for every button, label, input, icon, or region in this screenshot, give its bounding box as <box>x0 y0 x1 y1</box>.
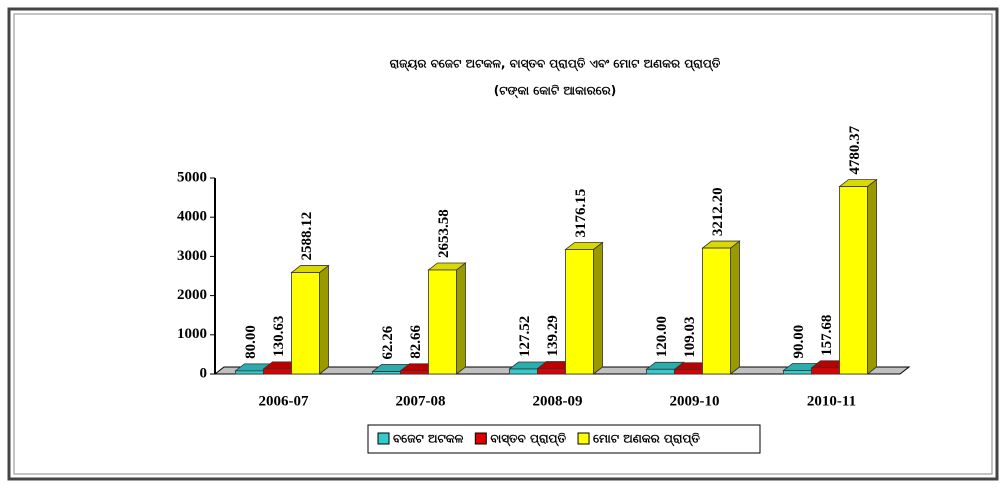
legend-swatch <box>377 432 390 445</box>
y-tick-label: 5000 <box>177 169 207 185</box>
bar <box>565 249 594 375</box>
x-tick-label: 2010-11 <box>807 393 856 409</box>
value-label: 62.26 <box>380 325 396 359</box>
x-tick-label: 2006-07 <box>259 393 309 409</box>
bar <box>537 368 566 375</box>
frame <box>7 7 999 481</box>
bar <box>291 272 320 375</box>
value-label: 82.66 <box>408 325 424 359</box>
y-tick-label: 4000 <box>177 209 207 225</box>
value-label: 80.00 <box>243 325 259 359</box>
bar <box>372 371 401 375</box>
bar-side <box>730 240 740 375</box>
legend-label: ବଜେଟ ଅଟକଳ <box>393 432 464 446</box>
legend-label: ବାସ୍ତବ ପ୍ରାପ୍ତି <box>490 432 566 447</box>
value-label: 2588.12 <box>299 212 315 261</box>
bar-side <box>593 241 603 375</box>
x-tick-label: 2009-10 <box>670 393 720 409</box>
x-tick-label: 2007-08 <box>396 393 446 409</box>
y-tick-label: 2000 <box>177 287 207 303</box>
bar <box>811 367 840 375</box>
bar <box>235 370 264 375</box>
bar-side <box>867 178 877 375</box>
bar <box>400 370 429 375</box>
bar <box>263 368 292 375</box>
value-label: 3212.20 <box>710 187 726 236</box>
bar-side <box>319 264 329 375</box>
value-label: 120.00 <box>654 316 670 357</box>
value-label: 127.52 <box>517 316 533 357</box>
value-label: 3176.15 <box>573 189 589 238</box>
legend-label: ମୋଟ ଅଣକର ପ୍ରାପ୍ତି <box>593 432 700 447</box>
value-label: 157.68 <box>819 315 835 356</box>
bar <box>509 368 538 375</box>
legend-swatch <box>474 432 487 445</box>
bar-side <box>456 262 466 375</box>
chart-title: ରାଜ୍ୟର ବଜେଟ ଅଟକଳ, ବାସ୍ତବ ପ୍ରାପ୍ତି ଏବଂ ମୋ… <box>390 57 721 72</box>
y-tick-label: 3000 <box>177 248 207 264</box>
bar <box>839 186 868 375</box>
bar <box>646 368 675 375</box>
x-tick-label: 2008-09 <box>533 393 583 409</box>
value-label: 139.29 <box>545 315 561 356</box>
bar <box>783 370 812 375</box>
bar <box>702 247 731 375</box>
value-label: 4780.37 <box>847 125 863 174</box>
legend-swatch <box>577 432 590 445</box>
y-tick-label: 0 <box>200 365 208 381</box>
value-label: 130.63 <box>271 316 287 357</box>
value-label: 109.03 <box>682 316 698 357</box>
bar <box>674 369 703 375</box>
value-label: 2653.58 <box>436 209 452 258</box>
chart-subtitle: (ଟଙ୍କା କୋଟି ଆକାରରେ) <box>494 84 617 99</box>
bar <box>428 269 457 375</box>
inner-frame <box>13 13 993 475</box>
value-label: 90.00 <box>791 325 807 359</box>
legend <box>367 424 761 454</box>
y-tick-label: 1000 <box>177 326 207 342</box>
